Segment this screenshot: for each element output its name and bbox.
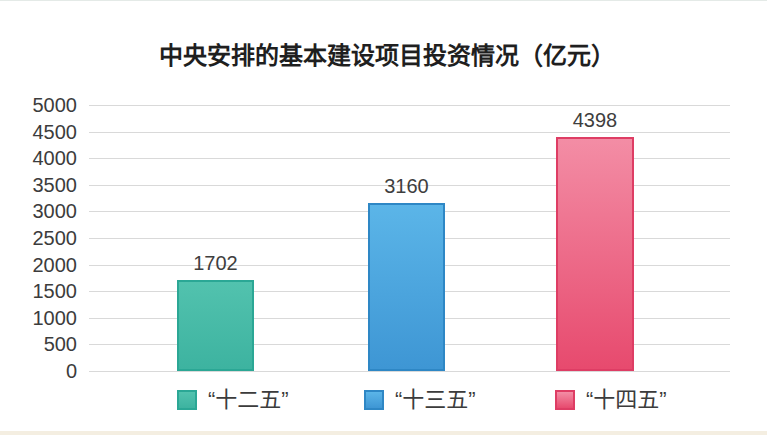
y-axis-tick-label: 1000 [0,307,77,329]
legend-swatch-13th [364,390,384,410]
chart-title: 中央安排的基本建设项目投资情况（亿元） [0,36,767,71]
bar-value-label: 4398 [535,109,655,131]
y-axis-tick-label: 2500 [0,227,77,249]
y-axis-tick-label: 5000 [0,94,77,116]
bar-14th-five-year-plan [556,137,634,371]
legend-label-13th: “十三五” [395,388,476,412]
y-axis-tick-label: 2000 [0,254,77,276]
y-axis-tick-label: 0 [0,360,77,382]
legend-swatch-12th [177,390,197,410]
bar-value-label: 3160 [347,175,467,197]
bottom-strip [0,431,767,435]
y-axis-tick-label: 4500 [0,121,77,143]
top-border-line [0,0,767,1]
y-axis-tick-label: 3000 [0,200,77,222]
legend-label-12th: “十二五” [208,388,289,412]
bar-12th-five-year-plan [177,280,254,371]
y-axis-tick-label: 1500 [0,280,77,302]
gridline [89,132,730,133]
bar-value-label: 1702 [156,252,276,274]
y-axis-tick-label: 4000 [0,147,77,169]
chart-page: 中央安排的基本建设项目投资情况（亿元） 50004500400035003000… [0,0,767,435]
y-axis-tick-label: 3500 [0,174,77,196]
y-axis-tick-label: 500 [0,333,77,355]
legend-label-14th: “十四五” [586,388,667,412]
bar-13th-five-year-plan [368,203,445,371]
gridline [89,105,730,106]
legend-swatch-14th [555,390,575,410]
gridline [89,371,730,372]
